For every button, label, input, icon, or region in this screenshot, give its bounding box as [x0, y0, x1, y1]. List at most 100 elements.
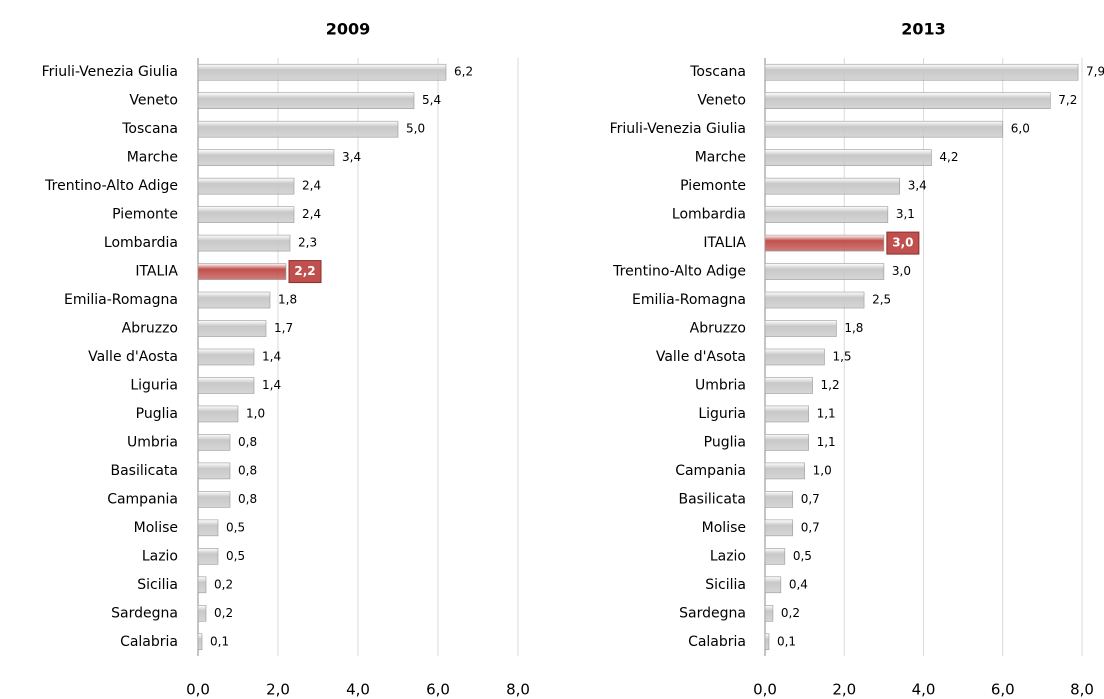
category-label: Friuli-Venezia Giulia: [610, 121, 746, 137]
category-label: ITALIA: [135, 264, 178, 280]
bar: [197, 491, 231, 508]
bar: [764, 320, 837, 337]
category-label: Lombardia: [672, 207, 746, 223]
x-tick-label: 2,0: [832, 681, 856, 699]
value-label: 0,2: [214, 577, 233, 591]
bar: [764, 291, 865, 309]
value-label: 2,5: [872, 293, 891, 307]
value-label: 6,2: [454, 65, 473, 79]
category-label: Valle d'Aosta: [88, 349, 178, 365]
category-label: Calabria: [688, 634, 746, 650]
value-label: 0,7: [801, 520, 820, 534]
category-label: Basilicata: [111, 463, 179, 479]
bar: [197, 291, 271, 309]
value-label-box: [886, 231, 920, 255]
x-tick-label: 6,0: [991, 681, 1015, 699]
category-label: Toscana: [689, 64, 746, 80]
value-label: 1,8: [844, 321, 863, 335]
bar: [197, 377, 255, 394]
bar: [764, 63, 1079, 81]
category-label: Molise: [134, 520, 178, 536]
bar: [764, 263, 885, 280]
category-label: Piemonte: [680, 178, 746, 194]
value-label: 1,1: [817, 406, 836, 420]
category-label: Umbria: [127, 434, 178, 450]
x-tick-label: 8,0: [506, 681, 530, 699]
category-label: Sardegna: [111, 605, 178, 621]
category-label: Abruzzo: [122, 321, 178, 337]
category-label: Friuli-Venezia Giulia: [42, 64, 178, 80]
bar: [764, 405, 809, 423]
bar: [764, 177, 901, 195]
value-label: 3,1: [896, 207, 915, 221]
bar: [197, 548, 219, 565]
category-label: Sicilia: [137, 577, 178, 593]
value-label: 2,3: [298, 236, 317, 250]
category-label: Lombardia: [104, 235, 178, 251]
value-label: 2,2: [294, 264, 315, 278]
value-label: 6,0: [1011, 122, 1030, 136]
category-label: ITALIA: [703, 235, 746, 251]
chart-title: 2009: [326, 20, 371, 39]
bar: [764, 348, 825, 366]
value-label: 2,4: [302, 207, 321, 221]
bar: [197, 434, 231, 451]
value-label: 1,8: [278, 293, 297, 307]
value-label: 0,7: [801, 492, 820, 506]
value-label: 0,5: [793, 549, 812, 563]
value-label: 1,0: [246, 406, 265, 420]
category-label: Veneto: [697, 93, 746, 109]
x-tick-label: 4,0: [346, 681, 370, 699]
bar: [197, 405, 239, 423]
value-label: 3,0: [892, 236, 913, 250]
category-label: Sicilia: [705, 577, 746, 593]
bar: [197, 149, 335, 166]
value-label: 1,4: [262, 350, 281, 364]
bar: [764, 491, 794, 508]
category-label: Liguria: [130, 377, 178, 393]
bar: [197, 462, 231, 480]
value-label: 0,2: [781, 606, 800, 620]
bar: [197, 348, 255, 366]
bar: [764, 462, 805, 480]
category-label: Valle d'Asota: [656, 349, 746, 365]
category-label: Puglia: [704, 434, 746, 450]
category-label: Emilia-Romagna: [64, 292, 178, 308]
bar: [197, 120, 399, 138]
bar: [197, 519, 219, 537]
category-label: Campania: [675, 463, 746, 479]
x-tick-label: 2,0: [266, 681, 290, 699]
value-label: 0,8: [238, 435, 257, 449]
value-label: 3,0: [892, 264, 911, 278]
category-label: Lazio: [710, 548, 746, 564]
value-label: 3,4: [342, 150, 361, 164]
bar: [764, 206, 889, 223]
value-label: 4,2: [939, 150, 958, 164]
bar: [197, 177, 295, 195]
bar: [764, 234, 885, 252]
bar: [764, 576, 782, 594]
category-label: Veneto: [129, 93, 178, 109]
category-label: Lazio: [142, 548, 178, 564]
bar: [764, 377, 813, 394]
x-tick-label: 4,0: [912, 681, 936, 699]
value-label: 1,4: [262, 378, 281, 392]
category-label: Liguria: [698, 406, 746, 422]
value-label: 7,9: [1086, 65, 1104, 79]
value-label: 0,4: [789, 577, 808, 591]
value-label: 0,5: [226, 549, 245, 563]
bar: [197, 320, 267, 337]
value-label: 7,2: [1058, 93, 1077, 107]
bar: [764, 604, 774, 622]
value-label: 1,7: [274, 321, 293, 335]
category-label: Campania: [107, 491, 178, 507]
bar: [764, 120, 1004, 138]
category-label: Piemonte: [112, 207, 178, 223]
value-label: 2,4: [302, 179, 321, 193]
chart-title: 2013: [901, 20, 946, 39]
bar: [197, 576, 207, 594]
bar: [764, 548, 786, 565]
category-label: Trentino-Alto Adige: [612, 264, 746, 280]
category-label: Toscana: [121, 121, 178, 137]
